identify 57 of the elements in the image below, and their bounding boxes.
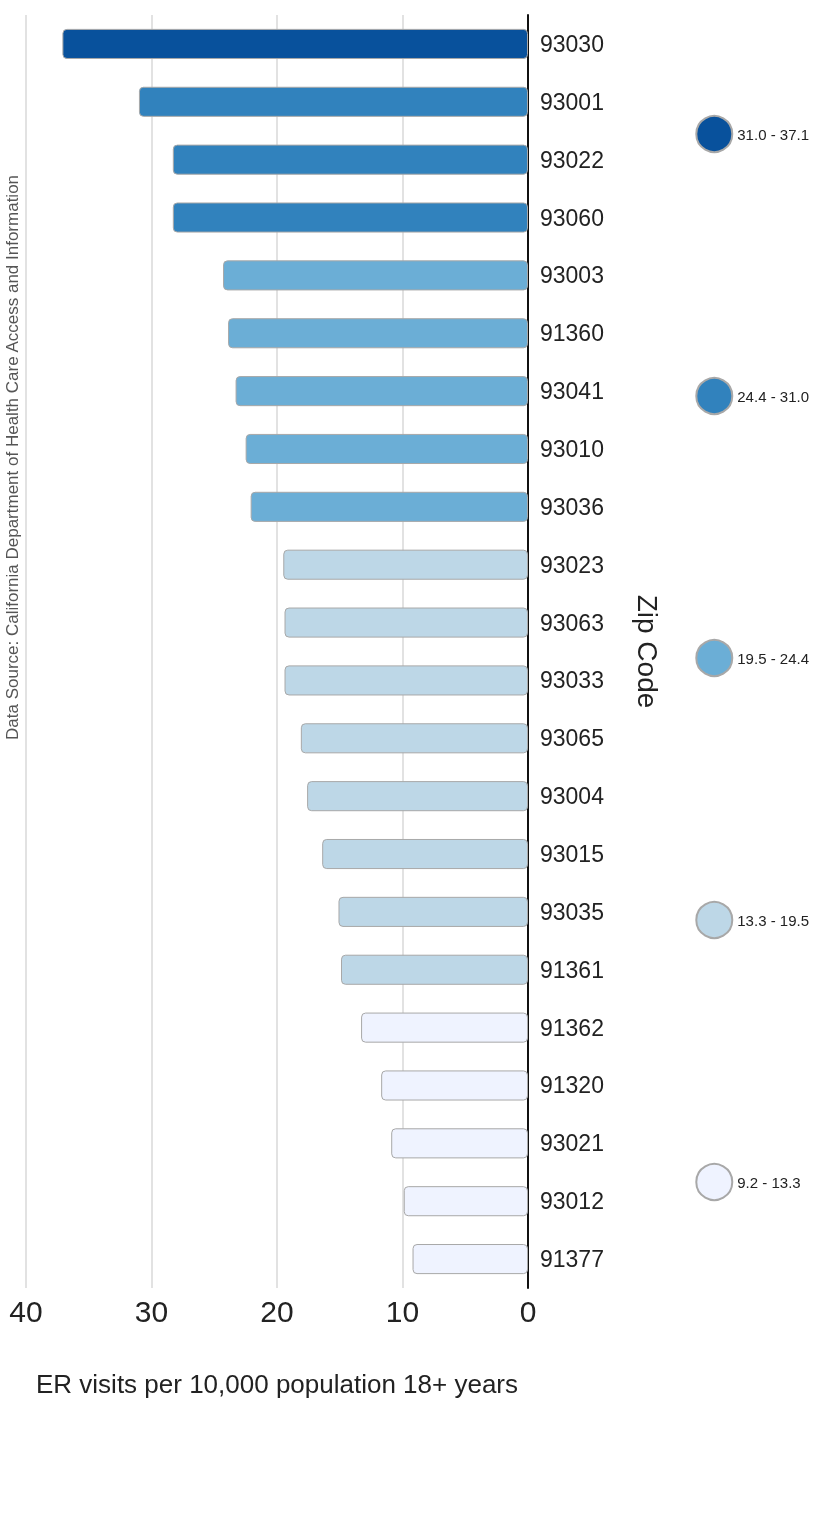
bar — [138, 86, 528, 117]
y-tick-label: 93033 — [540, 667, 604, 694]
bar — [341, 954, 528, 985]
source-note: Data Source: California Department of Health Care Access and Information — [3, 174, 22, 740]
bar — [172, 202, 528, 233]
bar — [235, 376, 528, 407]
y-tick-label: 93063 — [540, 609, 604, 636]
bar — [338, 896, 528, 927]
x-tick-label: 0 — [519, 1294, 537, 1328]
y-tick-label: 91360 — [540, 320, 604, 347]
bar — [245, 433, 528, 465]
bar — [307, 781, 528, 812]
bar — [250, 491, 528, 522]
y-tick-label: 91361 — [540, 956, 604, 983]
y-tick-label: 93035 — [540, 898, 604, 925]
y-tick-label: 93060 — [540, 204, 604, 231]
bar — [381, 1070, 528, 1101]
bar — [223, 260, 528, 291]
bar — [172, 144, 528, 175]
y-tick-label: 93030 — [540, 30, 604, 57]
x-tick-label: 20 — [260, 1294, 294, 1328]
y-tick-label: 93036 — [540, 493, 604, 520]
x-tick-label: 40 — [9, 1294, 43, 1328]
legend-label: 13.3 - 19.5 — [737, 911, 809, 929]
y-tick-label: 93022 — [540, 146, 604, 173]
x-tick-label: 30 — [134, 1294, 169, 1328]
y-tick-label: 91362 — [540, 1014, 604, 1041]
y-tick-label: 93065 — [540, 725, 604, 752]
x-tick-label: 10 — [385, 1294, 420, 1328]
bar — [228, 318, 528, 349]
bar — [284, 665, 528, 696]
y-tick-label: 93010 — [540, 435, 604, 462]
bar — [284, 607, 528, 638]
y-tick-label: 93004 — [540, 783, 605, 810]
bar — [403, 1186, 528, 1217]
y-tick-label: 93003 — [540, 262, 604, 289]
legend-label: 9.2 - 13.3 — [737, 1173, 801, 1191]
y-tick-label: 93023 — [540, 551, 604, 578]
y-tick-label: 93021 — [540, 1130, 604, 1157]
y-tick-label: 93001 — [540, 88, 604, 115]
y-tick-label: 93041 — [540, 378, 604, 405]
legend-label: 24.4 - 31.0 — [737, 387, 809, 405]
legend-label: 31.0 - 37.1 — [737, 125, 809, 143]
bar — [412, 1244, 528, 1275]
bar — [283, 549, 528, 580]
bar — [361, 1012, 528, 1043]
bar — [391, 1128, 528, 1159]
bar — [322, 838, 528, 870]
y-tick-label: 93015 — [540, 841, 604, 868]
y-tick-label: 91377 — [540, 1246, 604, 1273]
bar — [300, 723, 528, 754]
y-tick-label: 91320 — [540, 1072, 604, 1099]
y-tick-label: 93012 — [540, 1188, 604, 1215]
y-axis-title: Zip Code — [631, 594, 663, 709]
bar — [62, 28, 528, 59]
x-axis-title: ER visits per 10,000 population 18+ years — [35, 1369, 519, 1399]
legend-label: 19.5 - 24.4 — [737, 649, 809, 667]
